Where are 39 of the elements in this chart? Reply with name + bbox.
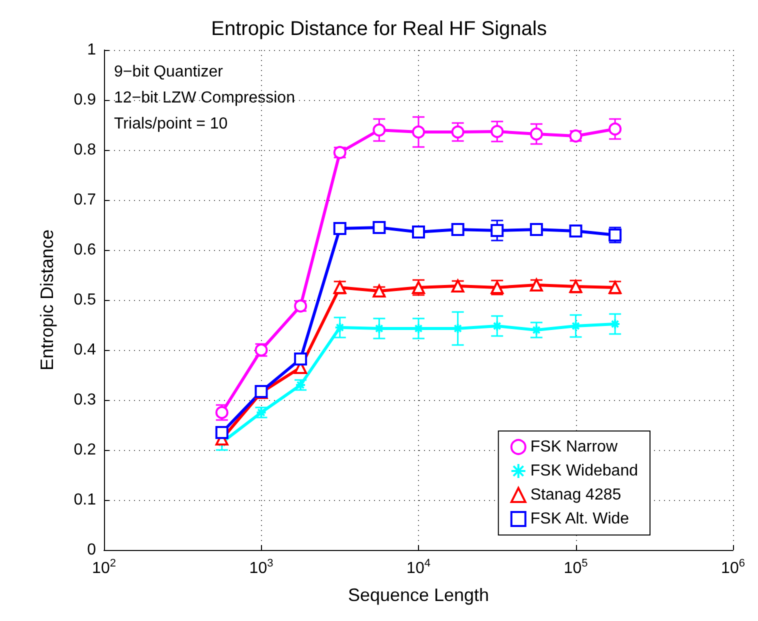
annotation: 9−bit Quantizer xyxy=(114,64,224,80)
annotation: Trials/point = 10 xyxy=(114,116,228,132)
y-tick-label: 0.7 xyxy=(74,192,96,208)
y-tick-label: 1 xyxy=(87,42,96,58)
legend-label: Stanag 4285 xyxy=(530,486,622,504)
point xyxy=(412,126,425,138)
annotation: 12−bit LZW Compression xyxy=(114,90,295,106)
y-tick-label: 0.8 xyxy=(74,142,96,158)
point xyxy=(334,322,346,333)
legend-label: FSK Alt. Wide xyxy=(530,510,630,528)
point xyxy=(372,124,386,136)
point xyxy=(608,122,622,136)
point xyxy=(451,126,464,138)
point xyxy=(530,128,543,140)
point xyxy=(372,221,386,234)
point xyxy=(490,224,504,237)
legend-label: FSK Narrow xyxy=(530,438,618,456)
point xyxy=(413,323,424,334)
point xyxy=(451,223,464,236)
point xyxy=(610,318,621,330)
point xyxy=(490,125,504,138)
point xyxy=(530,223,543,236)
y-tick-label: 0 xyxy=(87,542,96,558)
y-tick-label: 0.1 xyxy=(74,492,96,508)
y-tick-label: 0.5 xyxy=(74,292,96,308)
y-tick-label: 0.4 xyxy=(74,342,96,358)
point xyxy=(412,226,425,238)
y-tick-label: 0.6 xyxy=(74,242,96,258)
y-tick-label: 0.9 xyxy=(74,92,96,108)
point xyxy=(294,352,308,366)
chart-title: Entropic Distance for Real HF Signals xyxy=(211,18,547,40)
point xyxy=(569,224,582,238)
y-tick-label: 0.3 xyxy=(74,392,96,408)
x-axis-title: Sequence Length xyxy=(348,585,490,605)
point xyxy=(215,426,228,439)
y-tick-label: 0.2 xyxy=(74,442,96,458)
y-axis-title: Entropic Distance xyxy=(37,229,57,371)
point xyxy=(333,222,346,235)
legend-label: FSK Wideband xyxy=(530,462,638,480)
